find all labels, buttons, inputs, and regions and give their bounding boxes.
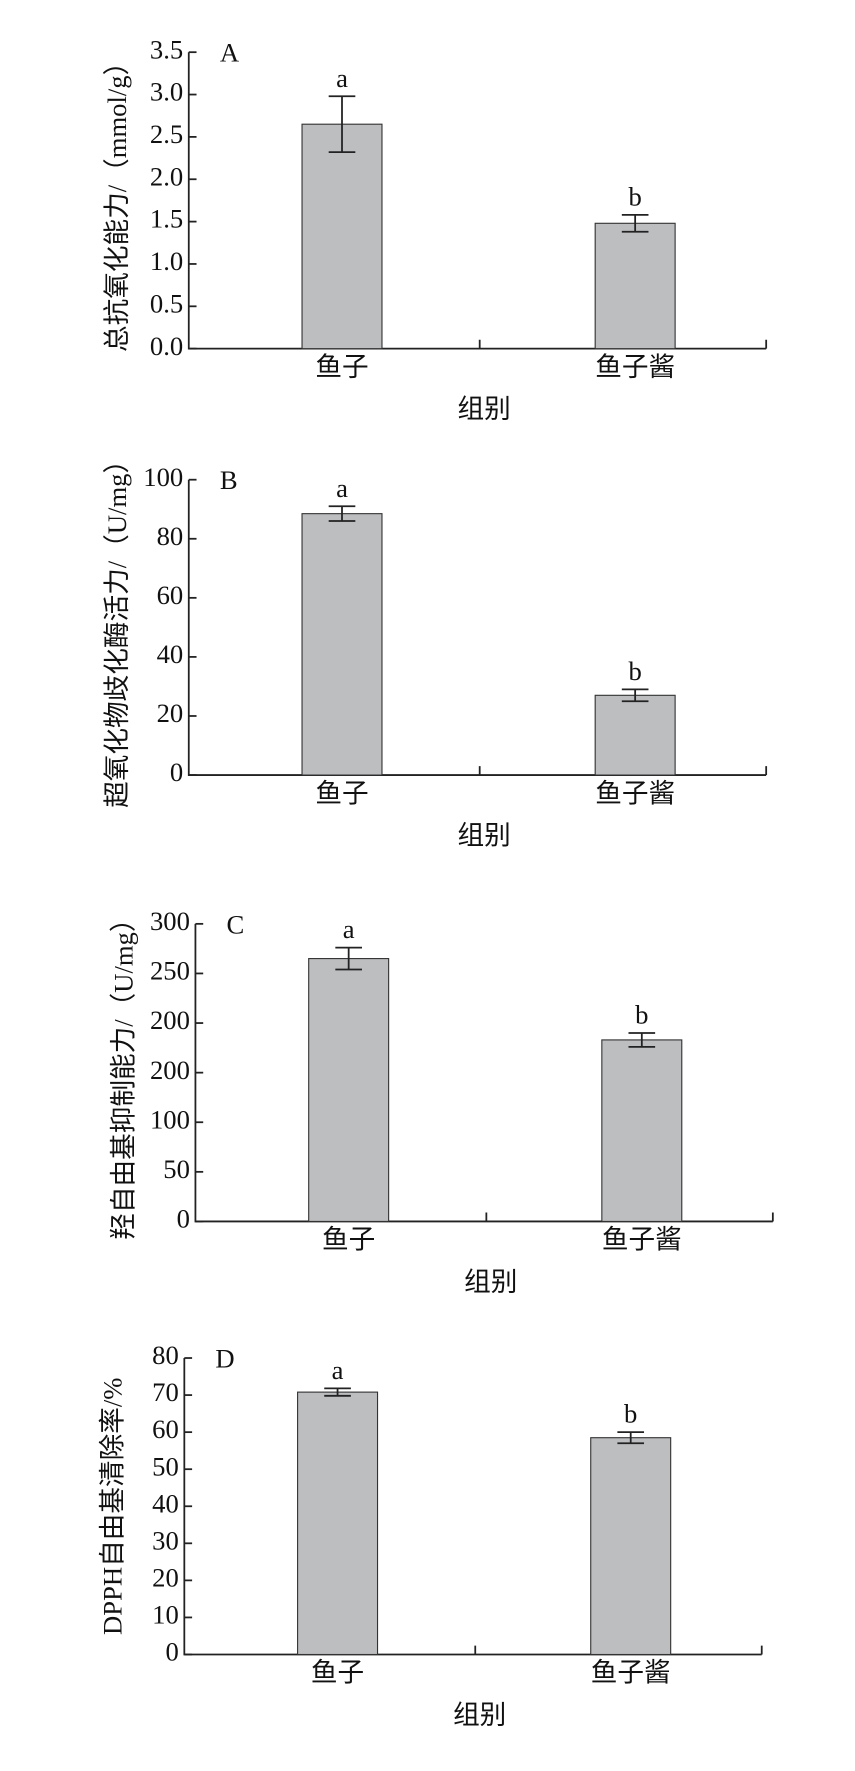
y-tick-label: 10 xyxy=(152,1600,179,1630)
x-axis-title: 组别 xyxy=(464,1267,517,1297)
x-tick-label: 鱼子 xyxy=(322,1225,375,1255)
y-tick-label: 0.5 xyxy=(150,288,183,318)
y-tick-label: 0 xyxy=(177,1204,190,1234)
y-axis-title: 羟自由基抑制能力/（U/mg） xyxy=(109,905,139,1239)
y-tick-label: 70 xyxy=(152,1377,179,1407)
y-tick-label: 1.5 xyxy=(150,204,183,234)
bar xyxy=(594,694,676,776)
y-tick-label: 0 xyxy=(165,1637,178,1667)
significance-letter: a xyxy=(336,63,348,93)
significance-letter: b xyxy=(624,1399,637,1429)
x-separators xyxy=(478,339,768,349)
panel-label: D xyxy=(215,1343,234,1373)
x-separators xyxy=(474,1645,763,1655)
significance-letter: b xyxy=(635,1000,648,1030)
y-tick-label: 3.0 xyxy=(150,77,183,107)
error-bar xyxy=(621,213,649,233)
bar xyxy=(301,513,383,776)
y-axis-title: 总抗氧化能力/（mmol/g） xyxy=(102,49,132,352)
y-tick-label: 300 xyxy=(150,906,190,936)
significance-letter: b xyxy=(628,656,641,686)
x-tick-label: 鱼子酱 xyxy=(595,778,675,808)
error-bar xyxy=(628,1032,656,1048)
x-tick-label: 鱼子 xyxy=(315,778,368,808)
y-tick-label: 100 xyxy=(143,462,183,492)
error-bar xyxy=(328,95,356,154)
significance-letter: a xyxy=(336,473,348,503)
y-tick-label: 250 xyxy=(150,956,190,986)
x-axis-title: 组别 xyxy=(458,820,511,850)
y-axis-title: 超氧化物歧化酶活力/（U/mg） xyxy=(102,447,132,808)
chart-panel: 0 10 20 30 40 50 60 70 80 a 鱼子 b 鱼子酱 D 组别 DPPH自由基清除率/% xyxy=(98,1340,763,1730)
y-tick-label: 50 xyxy=(152,1451,179,1481)
bar xyxy=(594,222,676,350)
y-tick-label: 80 xyxy=(157,521,184,551)
y-tick-label: 30 xyxy=(152,1525,179,1555)
chart-panel: 0 50 100 200 200 250 300 a 鱼子 b 鱼子酱 C 组别 羟自由基抑制能力/（U/… xyxy=(109,905,774,1297)
axes xyxy=(183,1358,762,1656)
y-tick-label: 20 xyxy=(157,698,184,728)
panel-label: A xyxy=(220,38,240,68)
y-axis-title: DPPH自由基清除率/% xyxy=(98,1378,128,1635)
error-bar xyxy=(621,688,649,703)
chart-panel: 0 20 40 60 80 100 a 鱼子 b 鱼子酱 B 组别 超氧化物歧化酶活力/（U/mg） xyxy=(102,447,768,850)
y-tick-label: 60 xyxy=(152,1414,179,1444)
bar xyxy=(601,1039,683,1222)
y-tick-label: 80 xyxy=(152,1340,179,1370)
chart-panel: 0.0 0.5 1.0 1.5 2.0 2.5 3.0 3.5 a 鱼子 b 鱼子酱 A 组别 总抗氧化能力… xyxy=(102,34,768,424)
x-tick-label: 鱼子 xyxy=(315,352,368,382)
x-tick-label: 鱼子酱 xyxy=(595,352,675,382)
panel-label: C xyxy=(227,909,245,939)
y-tick-label: 100 xyxy=(150,1104,190,1134)
panels: 0.0 0.5 1.0 1.5 2.0 2.5 3.0 3.5 a 鱼子 b 鱼子酱 A 组别 总抗氧化能力… xyxy=(98,34,774,1730)
bar xyxy=(301,123,383,350)
significance-letter: b xyxy=(628,181,641,211)
error-bar xyxy=(328,505,356,522)
y-tick-label: 20 xyxy=(152,1562,179,1592)
y-tick-label: 0 xyxy=(170,757,183,787)
significance-letter: a xyxy=(343,914,355,944)
error-bar xyxy=(324,1387,351,1397)
y-tick-label: 50 xyxy=(163,1154,190,1184)
bar xyxy=(297,1391,379,1656)
axes xyxy=(187,52,767,350)
error-bar xyxy=(617,1431,645,1445)
axes xyxy=(194,923,773,1223)
y-tick-label: 200 xyxy=(150,1005,190,1035)
significance-letter: a xyxy=(332,1355,344,1385)
y-tick-label: 0.0 xyxy=(150,331,183,361)
y-tick-label: 40 xyxy=(152,1488,179,1518)
bar xyxy=(308,958,390,1222)
x-separators xyxy=(485,1212,774,1222)
x-tick-label: 鱼子酱 xyxy=(602,1225,682,1255)
bar xyxy=(590,1437,672,1656)
y-tick-label: 2.0 xyxy=(150,161,183,191)
x-axis-title: 组别 xyxy=(453,1700,506,1730)
y-tick-label: 3.5 xyxy=(150,34,183,64)
y-tick-label: 1.0 xyxy=(150,246,183,276)
x-tick-label: 鱼子 xyxy=(311,1658,364,1688)
panel-label: B xyxy=(220,465,238,495)
x-axis-title: 组别 xyxy=(458,394,511,424)
y-tick-label: 60 xyxy=(157,580,184,610)
error-bar xyxy=(335,946,362,971)
axes xyxy=(187,479,767,776)
x-tick-label: 鱼子酱 xyxy=(591,1658,671,1688)
x-separators xyxy=(478,766,768,776)
y-tick-label: 2.5 xyxy=(150,119,183,149)
y-tick-label: 200 xyxy=(150,1055,190,1085)
y-tick-label: 40 xyxy=(157,639,184,669)
